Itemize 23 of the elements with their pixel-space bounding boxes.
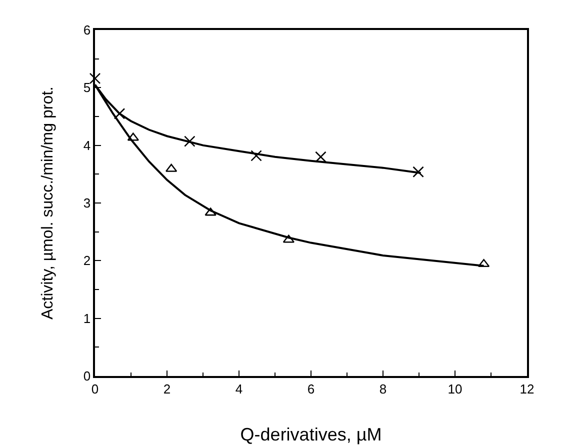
x-tick-label: 10 [448,381,462,396]
x-axis-title: Q-derivatives, µM [240,424,382,444]
y-tick-label: 5 [83,80,91,96]
x-tick-label: 12 [520,381,534,396]
y-axis-title: Activity, µmol. succ./min/mg prot. [40,86,56,320]
point [315,151,326,163]
y-tick-label: 1 [83,310,91,326]
y-tick-label: 2 [83,253,91,268]
x-tick-label: 2 [163,381,171,396]
point [114,108,126,120]
y-tick-label: 0 [83,368,91,384]
point [89,72,101,84]
y-tick-label: 6 [83,22,91,38]
x-tick-label: 4 [235,381,243,396]
point [250,150,262,162]
point [204,208,216,216]
x-tick-label: 6 [307,381,315,396]
point [184,136,196,147]
x-tick-label: 8 [379,381,387,396]
y-tick-label: 3 [83,196,91,211]
y-tick-label: 4 [83,138,91,153]
point [478,258,490,268]
point [412,166,424,178]
